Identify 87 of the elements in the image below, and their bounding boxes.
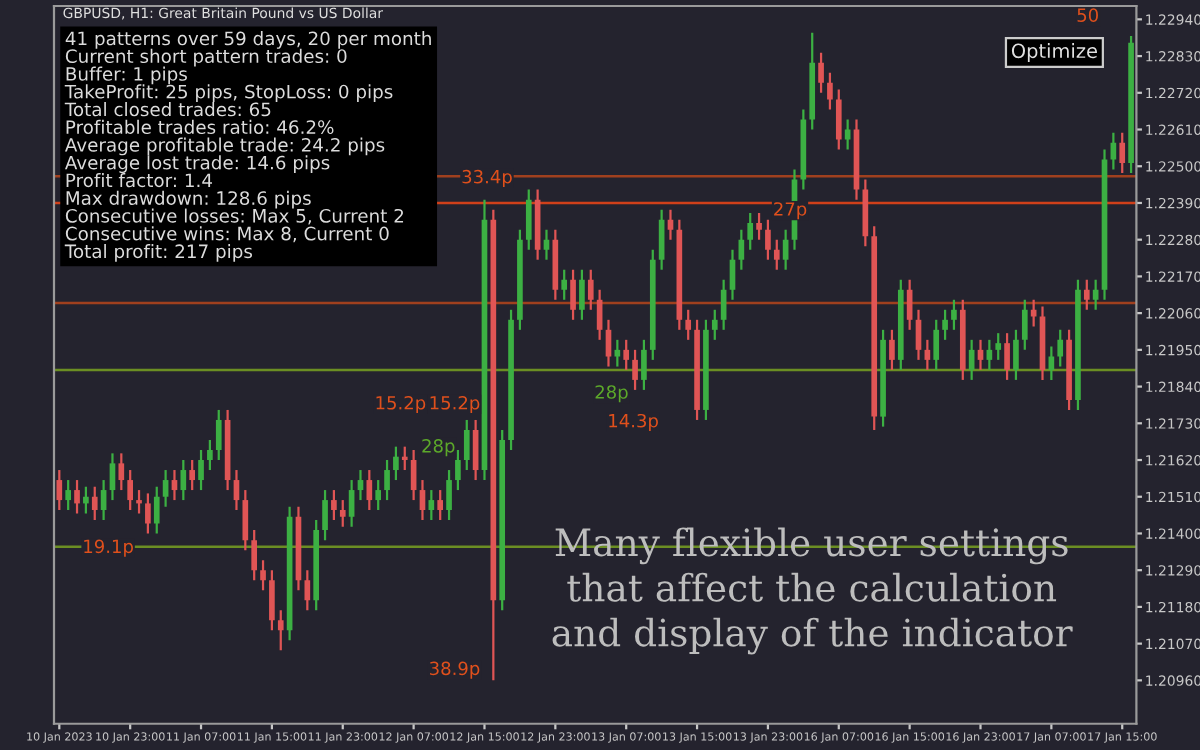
annotation: Buffer: 1 pips (66, 66, 187, 85)
candlestick (942, 308, 948, 341)
candlestick (180, 458, 187, 502)
annotation: 14.3p (609, 413, 658, 432)
candlestick (251, 529, 258, 582)
annotation: Average profitable trade: 24.2 pips (64, 137, 385, 156)
candlestick (835, 88, 842, 151)
candlestick (83, 485, 89, 515)
candlestick (437, 488, 444, 522)
candlestick (756, 211, 762, 241)
candlestick (623, 338, 630, 371)
annotation: TakeProfit: 25 pips, StopLoss: 0 pips (64, 84, 393, 103)
candlestick (269, 569, 275, 632)
candlestick (525, 188, 532, 251)
annotation: 27p (774, 202, 807, 220)
candlestick (136, 488, 142, 515)
candlestick (322, 488, 328, 542)
annotation: 41 patterns over 59 days, 20 per month (65, 31, 431, 49)
candlestick (375, 478, 382, 512)
annotation: Max drawdown: 128.6 pips (66, 190, 311, 209)
candlestick (153, 485, 160, 535)
candlestick (587, 268, 594, 311)
candlestick (145, 492, 151, 535)
candlestick (614, 338, 621, 368)
candlestick (463, 418, 470, 472)
candlestick (74, 478, 80, 515)
annotation: Total closed trades: 65 (64, 102, 271, 117)
annotation: Optimize (1011, 43, 1097, 62)
candlestick (685, 308, 692, 341)
candlestick (773, 238, 780, 271)
annotation: 50 (1077, 8, 1098, 23)
annotation: 28p (595, 385, 628, 403)
candlestick (366, 468, 373, 512)
candlestick (189, 458, 196, 492)
candlestick (933, 318, 940, 371)
candlestick (641, 338, 647, 392)
annotation: 33.4p (462, 169, 512, 187)
annotation: 19.1p (84, 539, 133, 557)
annotation: Current short pattern trades: 0 (65, 48, 347, 67)
candlestick (277, 609, 284, 652)
candlestick (91, 485, 98, 522)
candlestick (198, 448, 204, 492)
annotation: Average lost trade: 14.6 pips (64, 155, 330, 174)
candlestick (818, 51, 824, 94)
candlestick (242, 488, 249, 552)
candlestick (331, 488, 337, 522)
candlestick (118, 452, 125, 492)
annotation: 28p (422, 439, 455, 457)
candlestick (711, 308, 718, 341)
candlestick (207, 438, 213, 472)
candlestick (215, 408, 222, 462)
candlestick (765, 218, 771, 261)
annotation: Profitable trades ratio: 46.2% (66, 119, 334, 135)
candlestick (56, 468, 63, 512)
candlestick (428, 488, 435, 522)
candlestick (1013, 328, 1019, 382)
candlestick (384, 458, 390, 502)
candlestick (951, 298, 957, 331)
candlestick (455, 448, 461, 492)
candlestick (393, 445, 399, 482)
candlestick (747, 211, 754, 251)
candlestick (446, 468, 452, 522)
candlestick (65, 478, 72, 512)
candlestick (632, 348, 638, 392)
candlestick (579, 268, 585, 321)
candlestick (260, 559, 266, 592)
candlestick (127, 468, 134, 512)
annotation: Total profit: 217 pips (64, 244, 253, 262)
candlestick (1083, 278, 1090, 311)
candlestick (889, 328, 895, 371)
candlestick (401, 445, 408, 472)
candlestick (1021, 298, 1028, 351)
annotation: 15.2p (430, 395, 480, 414)
candlestick (1119, 131, 1126, 175)
annotation: Profit factor: 1.4 (66, 173, 212, 188)
candlestick (561, 268, 568, 301)
annotation: Consecutive wins: Max 8, Current 0 (65, 226, 389, 243)
candlestick (1057, 328, 1064, 368)
candlestick (1004, 332, 1010, 382)
annotation: Consecutive losses: Max 5, Current 2 (65, 208, 404, 225)
candlestick (827, 71, 833, 111)
candlestick (304, 569, 311, 612)
candlestick (339, 498, 346, 528)
candlestick (570, 268, 576, 321)
annotation: 38.9p (430, 661, 480, 679)
annotation: 15.2p (376, 395, 426, 414)
candlestick (995, 332, 1002, 361)
